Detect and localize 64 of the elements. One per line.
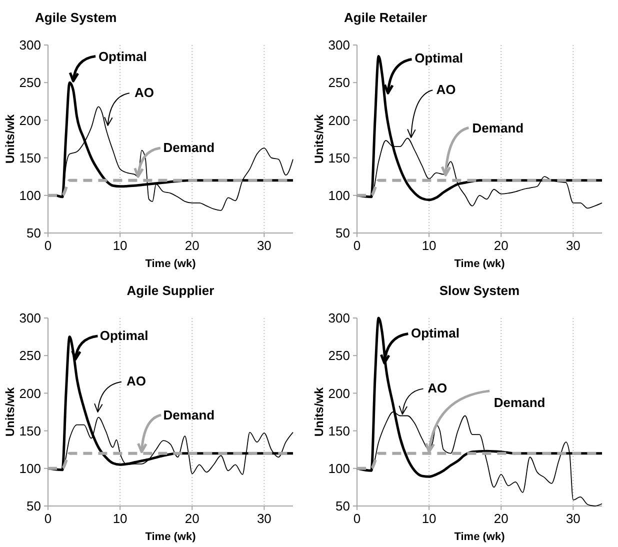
- x-tick-label: 20: [494, 511, 508, 526]
- text: AO: [436, 82, 456, 97]
- y-tick-label: 50: [26, 226, 41, 241]
- y-axis-title: Units/wk: [3, 114, 17, 164]
- y-tick-label: 200: [328, 386, 350, 401]
- x-axis-title: Time (wk): [145, 258, 196, 270]
- chart-title: Agile System: [35, 10, 117, 25]
- text: AO: [126, 374, 146, 389]
- text: Optimal: [411, 326, 460, 341]
- y-tick-label: 100: [328, 188, 350, 203]
- y-tick-label: 200: [19, 386, 41, 401]
- x-tick-label: 30: [566, 511, 580, 526]
- y-tick-label: 100: [328, 460, 350, 476]
- chart-title: Agile Supplier: [126, 283, 214, 298]
- x-tick-label: 0: [44, 238, 52, 253]
- y-axis-title: Units/wk: [312, 114, 326, 164]
- y-tick-label: 150: [328, 150, 350, 166]
- y-tick-label: 300: [328, 38, 350, 53]
- y-tick-label: 50: [26, 498, 41, 514]
- y-tick-label: 150: [19, 150, 41, 166]
- y-tick-label: 250: [19, 348, 41, 364]
- text: AO: [134, 84, 154, 100]
- text: Optimal: [100, 328, 148, 343]
- x-tick-label: 20: [494, 238, 508, 253]
- x-tick-label: 10: [112, 511, 128, 526]
- x-tick-label: 30: [256, 238, 272, 253]
- y-tick-label: 250: [19, 75, 41, 90]
- y-axis-title: Units/wk: [3, 387, 17, 437]
- y-tick-label: 250: [328, 75, 350, 90]
- text: Demand: [163, 408, 215, 423]
- x-axis-title: Time (wk): [454, 531, 506, 543]
- text: Demand: [494, 394, 546, 410]
- y-tick-label: 200: [328, 112, 350, 128]
- x-tick-label: 10: [422, 238, 436, 253]
- y-tick-label: 50: [336, 226, 350, 241]
- x-tick-label: 0: [353, 238, 361, 253]
- text: Optimal: [98, 48, 147, 64]
- series-label: Demand: [163, 140, 215, 155]
- text: Optimal: [414, 50, 464, 66]
- y-tick-label: 100: [19, 188, 41, 203]
- y-tick-label: 150: [328, 423, 350, 438]
- x-tick-label: 20: [184, 511, 200, 526]
- chart-title: Slow System: [439, 283, 520, 298]
- x-tick-label: 30: [566, 238, 580, 253]
- y-tick-label: 150: [19, 423, 41, 438]
- y-tick-label: 100: [19, 460, 41, 476]
- y-tick-label: 50: [336, 498, 350, 514]
- x-tick-label: 0: [44, 511, 52, 526]
- y-tick-label: 300: [19, 38, 41, 53]
- x-axis-title: Time (wk): [145, 531, 196, 543]
- x-tick-label: 0: [353, 511, 361, 526]
- y-tick-label: 300: [328, 310, 350, 326]
- x-axis-title: Time (wk): [454, 258, 506, 270]
- y-tick-label: 300: [19, 310, 41, 326]
- y-tick-label: 250: [328, 348, 350, 364]
- text: Demand: [472, 120, 524, 136]
- y-axis-title: Units/wk: [312, 387, 326, 437]
- x-tick-label: 30: [256, 511, 272, 526]
- x-tick-label: 10: [422, 511, 436, 526]
- chart-title: Agile Retailer: [344, 10, 428, 25]
- text: AO: [428, 380, 448, 396]
- y-tick-label: 200: [19, 112, 41, 128]
- x-tick-label: 20: [184, 238, 200, 253]
- x-tick-label: 10: [112, 238, 128, 253]
